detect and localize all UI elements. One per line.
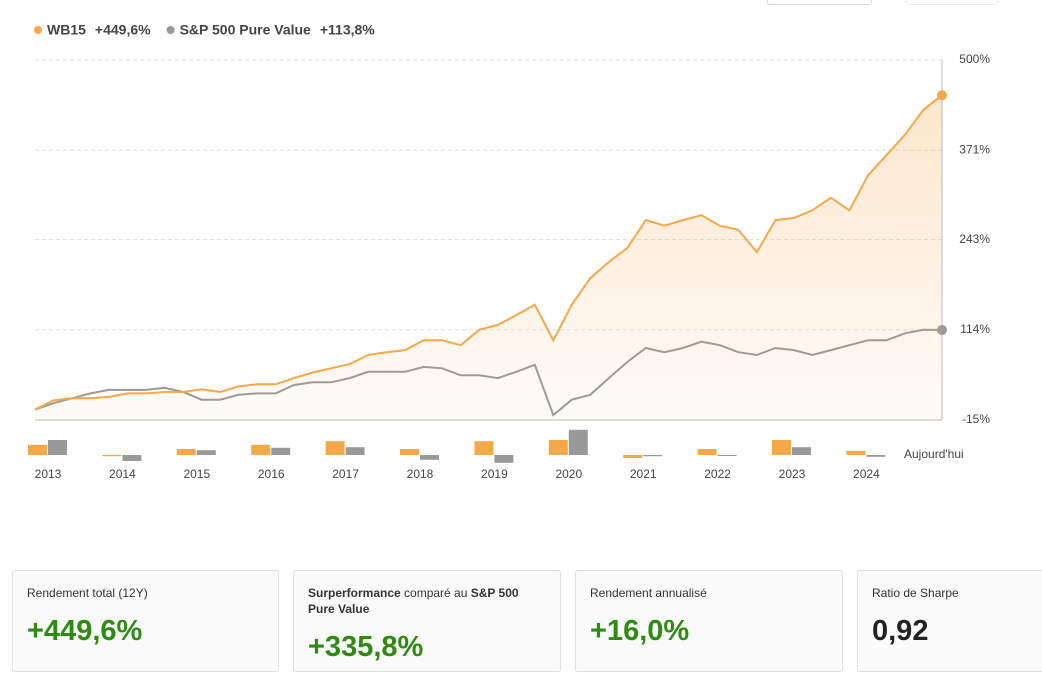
bar [623, 455, 643, 458]
card-value: +449,6% [27, 615, 143, 647]
legend-name: S&P 500 Pure Value [180, 22, 311, 38]
card-label: Rendement total (12Y) [27, 585, 264, 601]
bar [28, 444, 47, 455]
stat-card: Ratio de Sharpe 0,92 [857, 570, 1042, 672]
card-label: Surperformance comparé au S&P 500 Pure V… [308, 585, 546, 617]
card-value: +16,0% [590, 615, 690, 647]
chart: WB15 +449,6% S&P 500 Pure Value +113,8% -15… [28, 22, 990, 481]
line [34, 94, 943, 411]
bar [697, 449, 717, 455]
legend-dot [166, 26, 175, 34]
bar [568, 429, 588, 455]
legend-dot [34, 26, 42, 34]
end-point [937, 90, 947, 101]
x-tick-label: 2013 [35, 467, 62, 481]
y-tick-label: 243% [959, 232, 990, 246]
x-tick-label: 2024 [853, 467, 880, 481]
x-tick-label: 2015 [183, 467, 210, 481]
legend-value: +113,8% [320, 22, 375, 38]
label-text: Surperformance [308, 586, 401, 600]
bar [474, 441, 494, 455]
x-tick-label: 2017 [332, 467, 359, 481]
y-tick-label: -15% [962, 412, 990, 426]
bar [400, 449, 419, 455]
bar [494, 455, 514, 463]
stat-card: Rendement annualisé +16,0% [575, 570, 843, 672]
bar [420, 455, 439, 460]
bar [792, 447, 811, 455]
bar [48, 440, 67, 455]
card-label: Rendement annualisé [590, 585, 828, 601]
bar [271, 447, 291, 455]
legend-name: WB15 [47, 22, 86, 38]
y-tick-label: 114% [960, 322, 990, 336]
x-tick-label: 2014 [109, 467, 136, 481]
x-end-label: Aujourd'hui [904, 447, 964, 461]
x-tick-label: 2018 [407, 467, 434, 481]
stat-card: Surperformance comparé au S&P 500 Pure V… [293, 570, 561, 672]
stat-card: Rendement total (12Y) +449,6% [12, 570, 279, 672]
x-tick-label: 2021 [630, 467, 657, 481]
label-text: comparé au [400, 586, 471, 600]
top-control[interactable] [767, 0, 872, 5]
bar [772, 440, 791, 455]
area [35, 95, 942, 420]
bar [345, 447, 365, 455]
x-tick-label: 2019 [481, 467, 508, 481]
bar [717, 455, 737, 456]
card-value: 0,92 [872, 615, 929, 647]
bar [102, 455, 122, 457]
bar [846, 450, 866, 455]
label-text: Rendement annualisé [590, 586, 707, 600]
bar [196, 450, 216, 455]
label-text: Rendement total (12Y) [27, 586, 148, 600]
y-tick-label: 500% [959, 52, 990, 66]
label-text: Ratio de Sharpe [872, 586, 959, 600]
bar [251, 444, 271, 455]
bar [176, 449, 196, 455]
x-tick-label: 2023 [779, 467, 806, 481]
bar [643, 455, 663, 457]
card-value: +335,8% [308, 631, 424, 663]
legend-value: +449,6% [95, 22, 151, 38]
bar [866, 455, 886, 457]
top-control[interactable] [906, 0, 998, 5]
bar [325, 441, 345, 455]
bar [548, 440, 568, 455]
card-label: Ratio de Sharpe [872, 585, 1032, 601]
x-tick-label: 2020 [555, 467, 582, 481]
label-text: S&P 500 Pure Value [308, 586, 519, 616]
y-tick-label: 371% [959, 142, 990, 156]
x-tick-label: 2022 [704, 467, 731, 481]
bar [122, 455, 142, 461]
x-tick-label: 2016 [258, 467, 285, 481]
